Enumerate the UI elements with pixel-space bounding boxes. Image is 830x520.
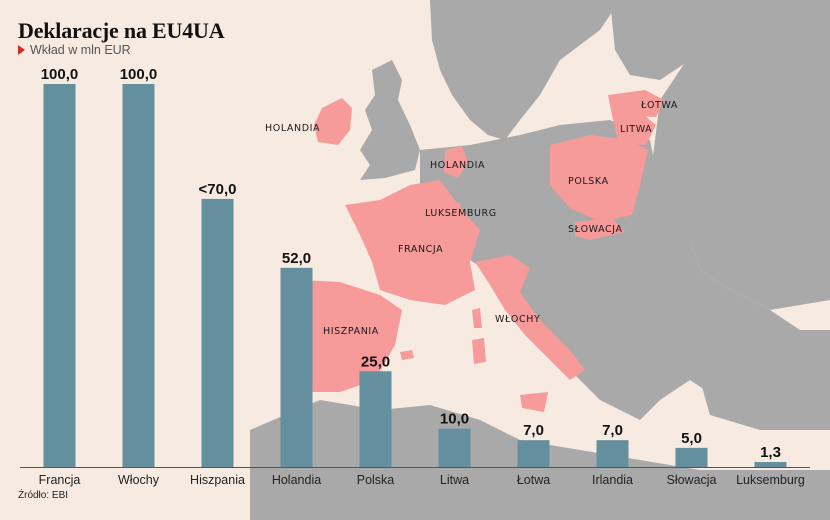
bar-5 bbox=[438, 428, 471, 467]
map-poland bbox=[550, 135, 648, 222]
bar-8 bbox=[675, 447, 708, 467]
value-label-8: 5,0 bbox=[681, 430, 702, 447]
chart-subtitle: Wkład w mln EUR bbox=[18, 43, 131, 57]
value-label-2: <70,0 bbox=[199, 181, 237, 198]
category-label-9: Luksemburg bbox=[736, 473, 805, 487]
map-label-holandia-1: HOLANDIA bbox=[265, 123, 320, 134]
value-label-9: 1,3 bbox=[760, 444, 781, 461]
map-balearic bbox=[400, 350, 414, 360]
map-label-polska: POLSKA bbox=[568, 176, 609, 187]
map-latvia bbox=[608, 90, 664, 117]
map-ireland bbox=[314, 98, 352, 145]
map-label-holandia-2: HOLANDIA bbox=[430, 160, 485, 171]
bar-3 bbox=[280, 267, 313, 467]
map-east-europe bbox=[650, 0, 830, 310]
map-label-francja: FRANCJA bbox=[398, 244, 443, 255]
map-turkey bbox=[700, 370, 830, 430]
subtitle-text: Wkład w mln EUR bbox=[30, 43, 131, 57]
map-label-hiszpania: HISZPANIA bbox=[323, 326, 379, 337]
value-label-5: 10,0 bbox=[440, 411, 469, 428]
bar-4 bbox=[359, 371, 392, 467]
value-label-3: 52,0 bbox=[282, 250, 311, 267]
map-label-litwa: LITWA bbox=[620, 124, 652, 135]
map-scandinavia bbox=[430, 0, 620, 140]
value-label-6: 7,0 bbox=[523, 422, 544, 439]
source-note: Źródło: EBI bbox=[18, 490, 69, 501]
bar-0 bbox=[43, 84, 76, 467]
map-label-slowacja: SŁOWACJA bbox=[568, 224, 623, 235]
map-corsica bbox=[472, 308, 482, 328]
map-netherlands bbox=[444, 146, 468, 178]
category-label-3: Holandia bbox=[272, 473, 321, 487]
value-label-4: 25,0 bbox=[361, 353, 390, 370]
category-label-1: Włochy bbox=[118, 473, 160, 487]
category-label-0: Francja bbox=[39, 473, 81, 487]
bar-series: 100,0 Francja 100,0 Włochy <70,0 Hiszpania 52,… bbox=[39, 66, 805, 487]
map-label-lotwa: ŁOTWA bbox=[640, 100, 678, 111]
map-sicily bbox=[520, 392, 548, 412]
category-label-7: Irlandia bbox=[592, 473, 633, 487]
map-spain bbox=[290, 280, 402, 392]
category-label-2: Hiszpania bbox=[190, 473, 245, 487]
chart-title: Deklaracje na EU4UA bbox=[18, 18, 225, 43]
map-continent bbox=[420, 120, 830, 430]
category-label-8: Słowacja bbox=[666, 473, 716, 487]
bar-1 bbox=[122, 84, 155, 467]
map-finland bbox=[610, 0, 710, 80]
map-label-wlochy: WŁOCHY bbox=[495, 314, 540, 325]
category-label-5: Litwa bbox=[440, 473, 469, 487]
category-label-4: Polska bbox=[357, 473, 395, 487]
bar-6 bbox=[517, 440, 550, 467]
bar-2 bbox=[201, 198, 234, 467]
bar-7 bbox=[596, 440, 629, 467]
map-italy bbox=[475, 255, 585, 380]
value-label-7: 7,0 bbox=[602, 422, 623, 439]
triangle-marker-icon bbox=[18, 45, 25, 55]
category-label-6: Łotwa bbox=[517, 473, 550, 487]
bar-9 bbox=[754, 462, 787, 467]
map-lithuania bbox=[612, 112, 656, 145]
map-sardinia bbox=[472, 338, 486, 364]
map-france bbox=[345, 180, 480, 305]
value-label-1: 100,0 bbox=[120, 66, 158, 83]
map-slovakia bbox=[575, 218, 625, 240]
map-great-britain bbox=[360, 60, 420, 180]
value-label-0: 100,0 bbox=[41, 66, 79, 83]
map-label-luksemburg: LUKSEMBURG bbox=[425, 208, 497, 219]
